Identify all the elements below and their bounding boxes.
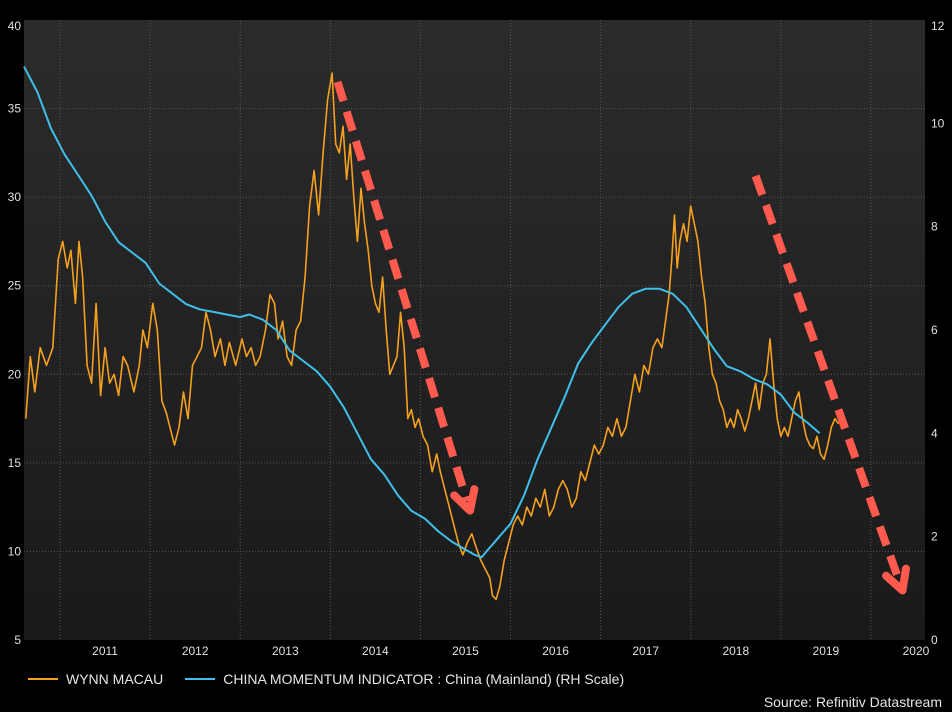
legend-item-wynn-macau: WYNN MACAU [28,671,163,687]
x-tick-label: 2019 [813,644,840,658]
left-tick-label: 20 [8,367,22,381]
left-tick-label: 5 [14,633,21,647]
left-tick-label: 40 [8,19,22,33]
legend-swatch-wynn-macau [28,678,58,680]
left-tick-label: 35 [8,102,22,116]
right-tick-label: 2 [931,530,938,544]
x-axis: 2011 2012 2013 2014 2015 2016 2017 2018 2019 2020 [92,644,929,658]
plot-area [24,20,925,640]
x-tick-label: 2016 [542,644,569,658]
left-tick-label: 25 [8,279,22,293]
source-note: Source: Refinitiv Datastream [763,694,942,710]
legend-item-china-momentum: CHINA MOMENTUM INDICATOR : China (Mainla… [185,671,624,687]
x-tick-label: 2014 [362,644,389,658]
right-tick-label: 0 [931,633,938,647]
left-tick-label: 15 [8,456,22,470]
left-tick-label: 30 [8,190,22,204]
x-tick-label: 2018 [722,644,749,658]
left-axis: 5 10 15 20 25 30 35 40 [8,19,22,647]
right-axis: 0 2 4 6 8 10 12 [931,19,945,647]
dashed-arrow-head [450,485,479,515]
x-tick-label: 2013 [272,644,299,658]
right-tick-label: 4 [931,426,938,440]
dashed-arrow-shaft [751,174,903,583]
x-tick-label: 2011 [92,644,118,658]
right-tick-label: 8 [931,220,938,234]
legend-swatch-china-momentum [185,678,216,680]
series-line-wynn-macau [25,72,840,601]
x-tick-label: 2015 [452,644,479,658]
annotation-layer [333,80,910,595]
right-tick-label: 10 [931,116,945,130]
x-tick-label: 2012 [182,644,209,658]
series-layer [23,66,840,601]
dashed-arrow-head [882,564,910,595]
series-line-china-momentum [23,66,821,559]
left-tick-label: 10 [8,544,22,558]
legend: WYNN MACAU CHINA MOMENTUM INDICATOR : Ch… [28,671,646,687]
x-tick-label: 2020 [903,644,930,658]
right-tick-label: 6 [931,323,938,337]
dashed-arrow-shaft [333,80,471,503]
x-tick-label: 2017 [632,644,659,658]
legend-label-wynn-macau: WYNN MACAU [66,671,164,687]
right-tick-label: 12 [931,19,945,33]
grid [24,20,925,640]
legend-label-china-momentum: CHINA MOMENTUM INDICATOR : China (Mainla… [223,671,625,687]
